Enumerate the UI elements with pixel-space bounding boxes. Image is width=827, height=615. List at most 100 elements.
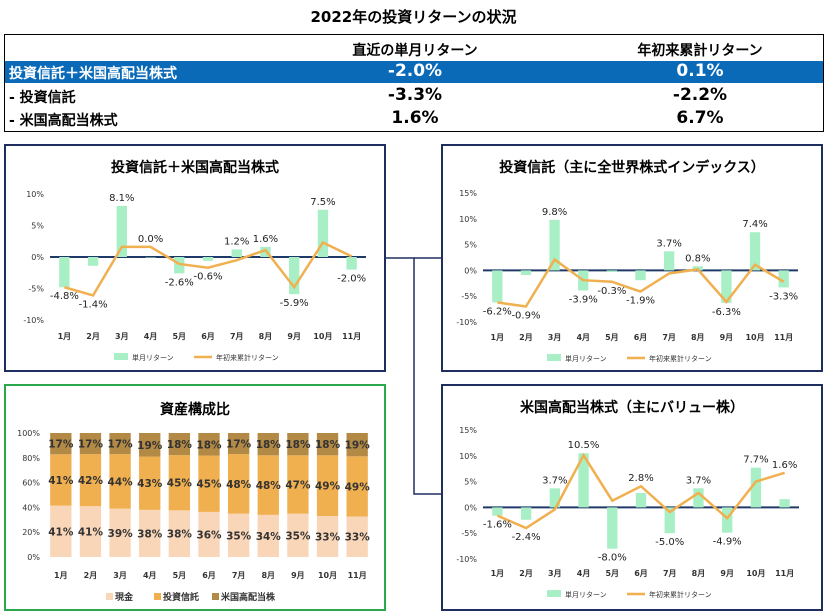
x-tick-label: 3月 xyxy=(548,569,562,578)
data-label: 0.8% xyxy=(685,253,710,264)
data-label: 19% xyxy=(345,440,371,452)
stacked-bar-segment xyxy=(109,454,131,509)
stacked-bar-segment xyxy=(316,516,339,557)
legend-bar-swatch xyxy=(547,354,561,361)
legend-swatch xyxy=(212,593,219,600)
y-tick-label: 0% xyxy=(464,266,477,275)
data-label: -2.4% xyxy=(512,532,541,543)
stacked-bar-segment xyxy=(287,455,309,514)
legend-bar-swatch xyxy=(547,590,561,597)
data-label: 18% xyxy=(315,439,341,451)
chart-panel-stock: 米国高配当株式（主にバリュー株） 15% 10% 5% 0% -5% -10% -1.6% -… xyxy=(441,384,823,611)
legend-label: 年初来累計リターン xyxy=(649,590,712,599)
stacked-bar-segment xyxy=(198,511,220,557)
bar xyxy=(635,270,646,281)
x-tick-label: 11月 xyxy=(342,332,361,341)
bar xyxy=(722,507,733,533)
x-tick-label: 7月 xyxy=(663,569,677,578)
stacked-bar-segment xyxy=(257,433,279,456)
y-tick-label: 5% xyxy=(464,478,477,487)
y-tick-label: 10% xyxy=(459,452,477,461)
summary-col2-header: 年初来累計リターン xyxy=(637,43,763,59)
y-tick-label: 40% xyxy=(22,503,40,512)
data-label: 0.0% xyxy=(138,234,163,245)
y-tick-label: 60% xyxy=(22,479,40,488)
stacked-bar-segment xyxy=(168,455,191,511)
data-label: 48% xyxy=(256,480,282,492)
data-label: 18% xyxy=(285,439,311,451)
data-label: 18% xyxy=(167,439,193,451)
summary-row-monthly: -3.3% xyxy=(387,85,443,105)
chart-panel-fund: 投資信託（主に全世界株式インデックス） 15% 10% 5% 0% -5% -10% -6.… xyxy=(441,144,823,372)
data-label: 1.2% xyxy=(224,236,249,247)
x-tick-label: 9月 xyxy=(291,571,305,580)
data-label: 19% xyxy=(137,440,163,452)
data-label: 44% xyxy=(108,476,134,488)
y-tick-label: 5% xyxy=(31,222,44,231)
stacked-bar-segment xyxy=(227,454,250,514)
data-label: 38% xyxy=(167,529,193,541)
y-tick-label: 15% xyxy=(459,426,477,435)
x-tick-label: 8月 xyxy=(261,571,275,580)
chart-panel-allocation: 資産構成比 100% 80% 60% 40% 20% 0% 41% 41% 17% 1月 41% 42… xyxy=(4,384,386,611)
x-tick-label: 11月 xyxy=(775,569,794,578)
x-tick-label: 4月 xyxy=(144,332,158,341)
bar xyxy=(693,488,704,508)
data-label: -5.9% xyxy=(280,298,309,309)
stacked-bar-segment xyxy=(287,433,309,456)
y-tick-label: 5% xyxy=(464,241,477,250)
stacked-bar-segment xyxy=(109,433,131,455)
x-tick-label: 6月 xyxy=(634,333,648,342)
x-tick-label: 2月 xyxy=(84,571,98,580)
chart-stock-svg: 15% 10% 5% 0% -5% -10% -1.6%-2.4% 3.7% 10.5% -8.0… xyxy=(456,426,799,599)
x-tick-label: 5月 xyxy=(605,569,619,578)
x-tick-label: 5月 xyxy=(605,333,619,342)
stacked-bar-segment xyxy=(79,454,102,507)
connector-line xyxy=(386,257,442,495)
stacked-bar-segment xyxy=(257,455,279,515)
bar xyxy=(520,270,532,276)
data-label: -1.4% xyxy=(79,299,108,310)
stacked-bar-segment xyxy=(316,455,339,517)
stacked-bar-segment xyxy=(346,516,368,557)
x-tick-label: 1月 xyxy=(54,571,68,580)
y-tick-label: 15% xyxy=(459,189,477,198)
chart-fund-svg: 15% 10% 5% 0% -5% -10% -6.2% -0.9% 9.8% -3.9%-0.3… xyxy=(456,189,798,363)
x-tick-label: 2月 xyxy=(519,569,533,578)
x-tick-label: 1月 xyxy=(491,569,505,578)
data-label: 17% xyxy=(78,439,104,451)
legend-bar-swatch xyxy=(114,353,128,360)
data-label: 33% xyxy=(345,532,371,544)
x-tick-label: 11月 xyxy=(774,333,793,342)
data-label: -4.9% xyxy=(713,537,742,548)
legend-label: 単月リターン xyxy=(565,590,607,599)
x-tick-label: 7月 xyxy=(662,333,676,342)
data-label: -2.0% xyxy=(337,274,366,285)
x-tick-label: 10月 xyxy=(745,333,764,342)
bar xyxy=(607,507,618,549)
bar xyxy=(750,467,762,508)
legend-swatch xyxy=(106,593,113,600)
x-tick-label: 6月 xyxy=(201,332,215,341)
data-label: 2.8% xyxy=(628,473,653,484)
x-tick-label: 7月 xyxy=(230,332,244,341)
data-label: -0.3% xyxy=(597,286,626,297)
data-label: 33% xyxy=(315,532,341,544)
data-label: 45% xyxy=(167,478,193,490)
stacked-bar-segment xyxy=(227,433,250,455)
data-label: -1.9% xyxy=(626,296,655,307)
data-label: 41% xyxy=(48,526,74,538)
legend-swatch xyxy=(154,593,161,600)
y-tick-label: -10% xyxy=(456,555,477,564)
data-label: 1.6% xyxy=(772,460,797,471)
stacked-bar-segment xyxy=(79,506,102,557)
y-tick-label: 20% xyxy=(22,528,40,537)
summary-row-stock: - 米国高配当株式 1.6% 6.7% xyxy=(5,108,823,130)
stacked-bar-segment xyxy=(109,508,131,557)
legend-label: 年初来累計リターン xyxy=(216,353,279,362)
data-label: 10.5% xyxy=(568,440,600,451)
data-label: 38% xyxy=(137,528,163,540)
summary-header: 直近の単月リターン 年初来累計リターン xyxy=(5,37,823,59)
data-label: -3.9% xyxy=(569,295,598,306)
summary-col1-header: 直近の単月リターン xyxy=(352,43,478,59)
